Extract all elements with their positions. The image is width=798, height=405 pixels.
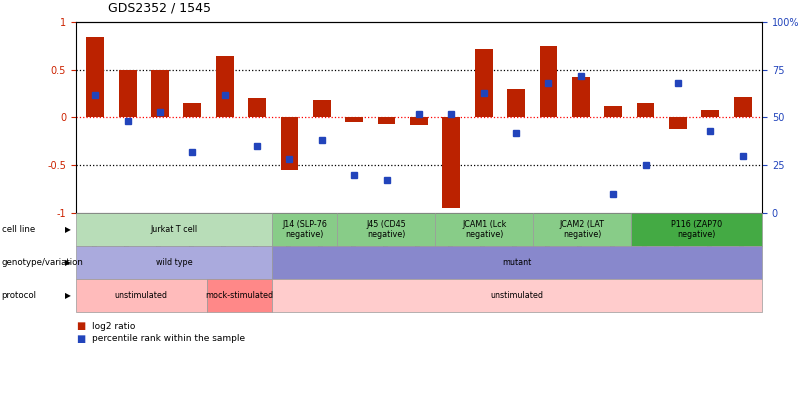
Text: J14 (SLP-76
negative): J14 (SLP-76 negative)	[282, 220, 327, 239]
Text: cell line: cell line	[2, 225, 35, 234]
Text: unstimulated: unstimulated	[491, 291, 543, 300]
Bar	[539, 46, 557, 117]
Bar	[377, 117, 396, 124]
Bar	[86, 36, 104, 117]
Text: ■: ■	[76, 334, 85, 343]
Text: ▶: ▶	[65, 291, 71, 300]
Bar	[215, 55, 234, 117]
Text: P116 (ZAP70
negative): P116 (ZAP70 negative)	[671, 220, 722, 239]
Bar	[151, 70, 169, 117]
Bar	[119, 70, 136, 117]
Bar	[248, 98, 266, 117]
Bar	[508, 89, 525, 117]
Bar	[281, 117, 298, 170]
Bar	[184, 103, 201, 117]
Text: genotype/variation: genotype/variation	[2, 258, 84, 267]
Bar	[604, 106, 622, 117]
Bar	[313, 100, 330, 117]
Text: wild type: wild type	[156, 258, 192, 267]
Text: Jurkat T cell: Jurkat T cell	[150, 225, 197, 234]
Text: ■: ■	[76, 322, 85, 331]
Text: protocol: protocol	[2, 291, 37, 300]
Text: percentile rank within the sample: percentile rank within the sample	[92, 334, 245, 343]
Bar	[572, 77, 590, 117]
Bar	[442, 117, 460, 208]
Text: JCAM2 (LAT
negative): JCAM2 (LAT negative)	[560, 220, 605, 239]
Bar	[475, 49, 492, 117]
Bar	[346, 117, 363, 122]
Text: GDS2352 / 1545: GDS2352 / 1545	[108, 1, 211, 14]
Bar	[701, 110, 719, 117]
Text: JCAM1 (Lck
negative): JCAM1 (Lck negative)	[462, 220, 507, 239]
Text: J45 (CD45
negative): J45 (CD45 negative)	[366, 220, 406, 239]
Bar	[669, 117, 687, 129]
Text: ▶: ▶	[65, 258, 71, 267]
Text: mock-stimulated: mock-stimulated	[205, 291, 273, 300]
Bar	[637, 103, 654, 117]
Text: log2 ratio: log2 ratio	[92, 322, 135, 331]
Text: ▶: ▶	[65, 225, 71, 234]
Text: mutant: mutant	[503, 258, 531, 267]
Bar	[410, 117, 428, 125]
Bar	[734, 96, 752, 117]
Text: unstimulated: unstimulated	[115, 291, 168, 300]
